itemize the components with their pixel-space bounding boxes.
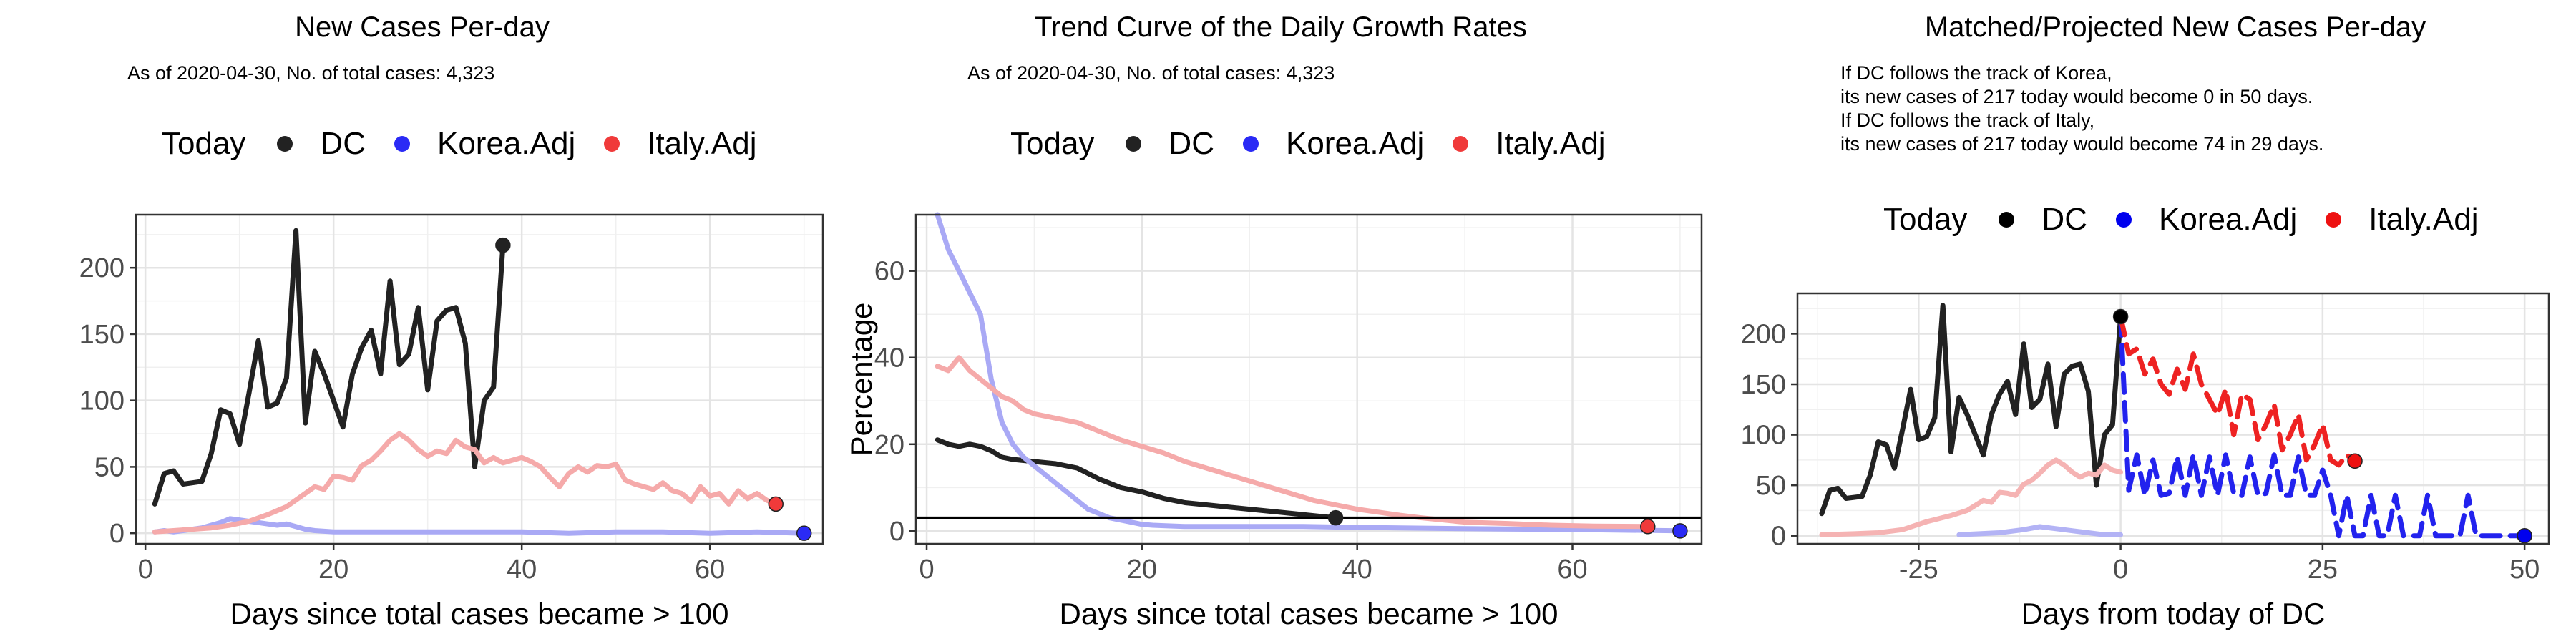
legend-title: Today [162, 126, 246, 161]
chart-subtitle: As of 2020-04-30, No. of total cases: 4,… [127, 62, 495, 84]
legend-dot-icon [604, 136, 620, 152]
panel-growth-rates: Trend Curve of the Daily Growth Rates As… [844, 0, 1739, 644]
legend-dot-icon [1453, 136, 1469, 152]
legend-item: Korea.Adj [394, 126, 575, 162]
legend-dot-icon [1242, 136, 1259, 152]
legend-item: Italy.Adj [2326, 202, 2478, 238]
series-line [935, 437, 1339, 521]
legend-label: DC [2041, 202, 2087, 237]
today-point [1640, 519, 1656, 535]
y-tick-label: 0 [1771, 522, 1786, 552]
today-point [1672, 523, 1688, 539]
chart-projected: -25 0 25 50 0 50 100 150 200 Days from today of D… [1741, 292, 2550, 630]
x-axis-label: Days from today of DC [2021, 597, 2326, 630]
legend-item: DC [1126, 126, 1214, 162]
y-tick-label: 100 [79, 386, 125, 416]
today-point [796, 525, 812, 541]
legend-item: Italy.Adj [604, 126, 756, 162]
legend: Today DC Korea.Adj Italy.Adj [1010, 126, 1634, 162]
y-tick-label: 200 [79, 253, 125, 283]
legend-item: Korea.Adj [2115, 202, 2298, 238]
x-axis-label: Days since total cases became > 100 [230, 597, 729, 630]
y-tick-label: 60 [874, 257, 904, 287]
chart-growth-rates: 0 20 40 60 0 20 40 60 Days since total cases bec… [844, 212, 1703, 630]
today-point [2112, 308, 2129, 325]
x-tick-label: 20 [1127, 555, 1157, 585]
panel-projected: Matched/Projected New Cases Per-day If D… [1739, 0, 2576, 644]
series-line [2118, 314, 2527, 539]
series-line [152, 431, 779, 535]
today-point [2517, 527, 2532, 544]
today-point [1327, 509, 1344, 526]
x-tick-label: 0 [2113, 555, 2128, 585]
chart-subtitle: If DC follows the track of Korea, its ne… [1840, 62, 2324, 155]
legend-dot-icon [1999, 212, 2015, 228]
x-tick-label: 20 [318, 555, 348, 585]
legend-item: Italy.Adj [1453, 126, 1605, 162]
legend-label: DC [320, 126, 366, 161]
plot-border [135, 213, 824, 545]
series-line [1956, 524, 2124, 537]
x-tick-label: 0 [138, 555, 153, 585]
y-tick-label: 40 [874, 343, 904, 374]
x-tick-label: 60 [1557, 555, 1587, 585]
x-tick-label: 40 [1342, 555, 1372, 585]
legend: Today DC Korea.Adj Italy.Adj [162, 126, 785, 162]
legend-label: Italy.Adj [647, 126, 757, 161]
y-tick-label: 150 [1741, 370, 1786, 400]
legend-item: Korea.Adj [1242, 126, 1425, 162]
x-tick-label: 60 [695, 555, 725, 585]
y-tick-label: 150 [79, 320, 125, 350]
today-point [2347, 453, 2363, 469]
legend-title: Today [1010, 126, 1095, 161]
y-axis-label: Percentage [844, 303, 878, 457]
chart-title: Trend Curve of the Daily Growth Rates [1035, 11, 1527, 43]
x-tick-label: -25 [1899, 555, 1938, 585]
x-tick-label: 40 [507, 555, 537, 585]
plot-border [914, 213, 1703, 545]
series-line [152, 228, 506, 507]
y-tick-label: 0 [889, 517, 904, 547]
y-tick-label: 200 [1741, 319, 1786, 349]
y-tick-label: 50 [1756, 471, 1786, 501]
x-tick-label: 0 [919, 555, 934, 585]
legend-label: Korea.Adj [2158, 202, 2298, 237]
y-tick-label: 20 [874, 430, 904, 460]
x-tick-label: 25 [2308, 555, 2338, 585]
legend-dot-icon [394, 136, 410, 152]
series-line [1819, 303, 2124, 517]
series-line [935, 212, 1683, 534]
legend-label: Italy.Adj [1496, 126, 1606, 161]
series-line [2118, 314, 2358, 468]
legend: Today DC Korea.Adj Italy.Adj [1883, 202, 2507, 238]
legend-dot-icon [1126, 136, 1142, 152]
legend-label: DC [1169, 126, 1214, 161]
chart-title: New Cases Per-day [295, 11, 550, 43]
legend-item: DC [277, 126, 366, 162]
legend-label: Italy.Adj [2368, 202, 2479, 237]
series-line [935, 355, 1651, 530]
legend-title: Today [1883, 202, 1968, 237]
today-point [495, 237, 511, 253]
y-tick-label: 0 [109, 519, 125, 549]
today-point [768, 496, 784, 512]
panel-new-cases: New Cases Per-day As of 2020-04-30, No. … [0, 0, 844, 644]
x-axis-label: Days since total cases became > 100 [1060, 597, 1558, 630]
series-line [1819, 457, 2124, 537]
legend-dot-icon [277, 136, 293, 152]
legend-label: Korea.Adj [1285, 126, 1425, 161]
x-tick-label: 50 [2509, 555, 2540, 585]
legend-dot-icon [2326, 212, 2342, 228]
legend-label: Korea.Adj [436, 126, 576, 161]
legend-item: DC [1999, 202, 2087, 238]
chart-new-cases: 0 20 40 60 0 50 100 150 200 Days since total case… [79, 213, 824, 630]
y-tick-label: 100 [1741, 421, 1786, 451]
chart-subtitle: As of 2020-04-30, No. of total cases: 4,… [967, 62, 1335, 84]
chart-title: Matched/Projected New Cases Per-day [1924, 11, 2426, 43]
plot-border [1796, 292, 2550, 545]
y-tick-label: 50 [94, 452, 125, 482]
legend-dot-icon [2115, 212, 2132, 228]
